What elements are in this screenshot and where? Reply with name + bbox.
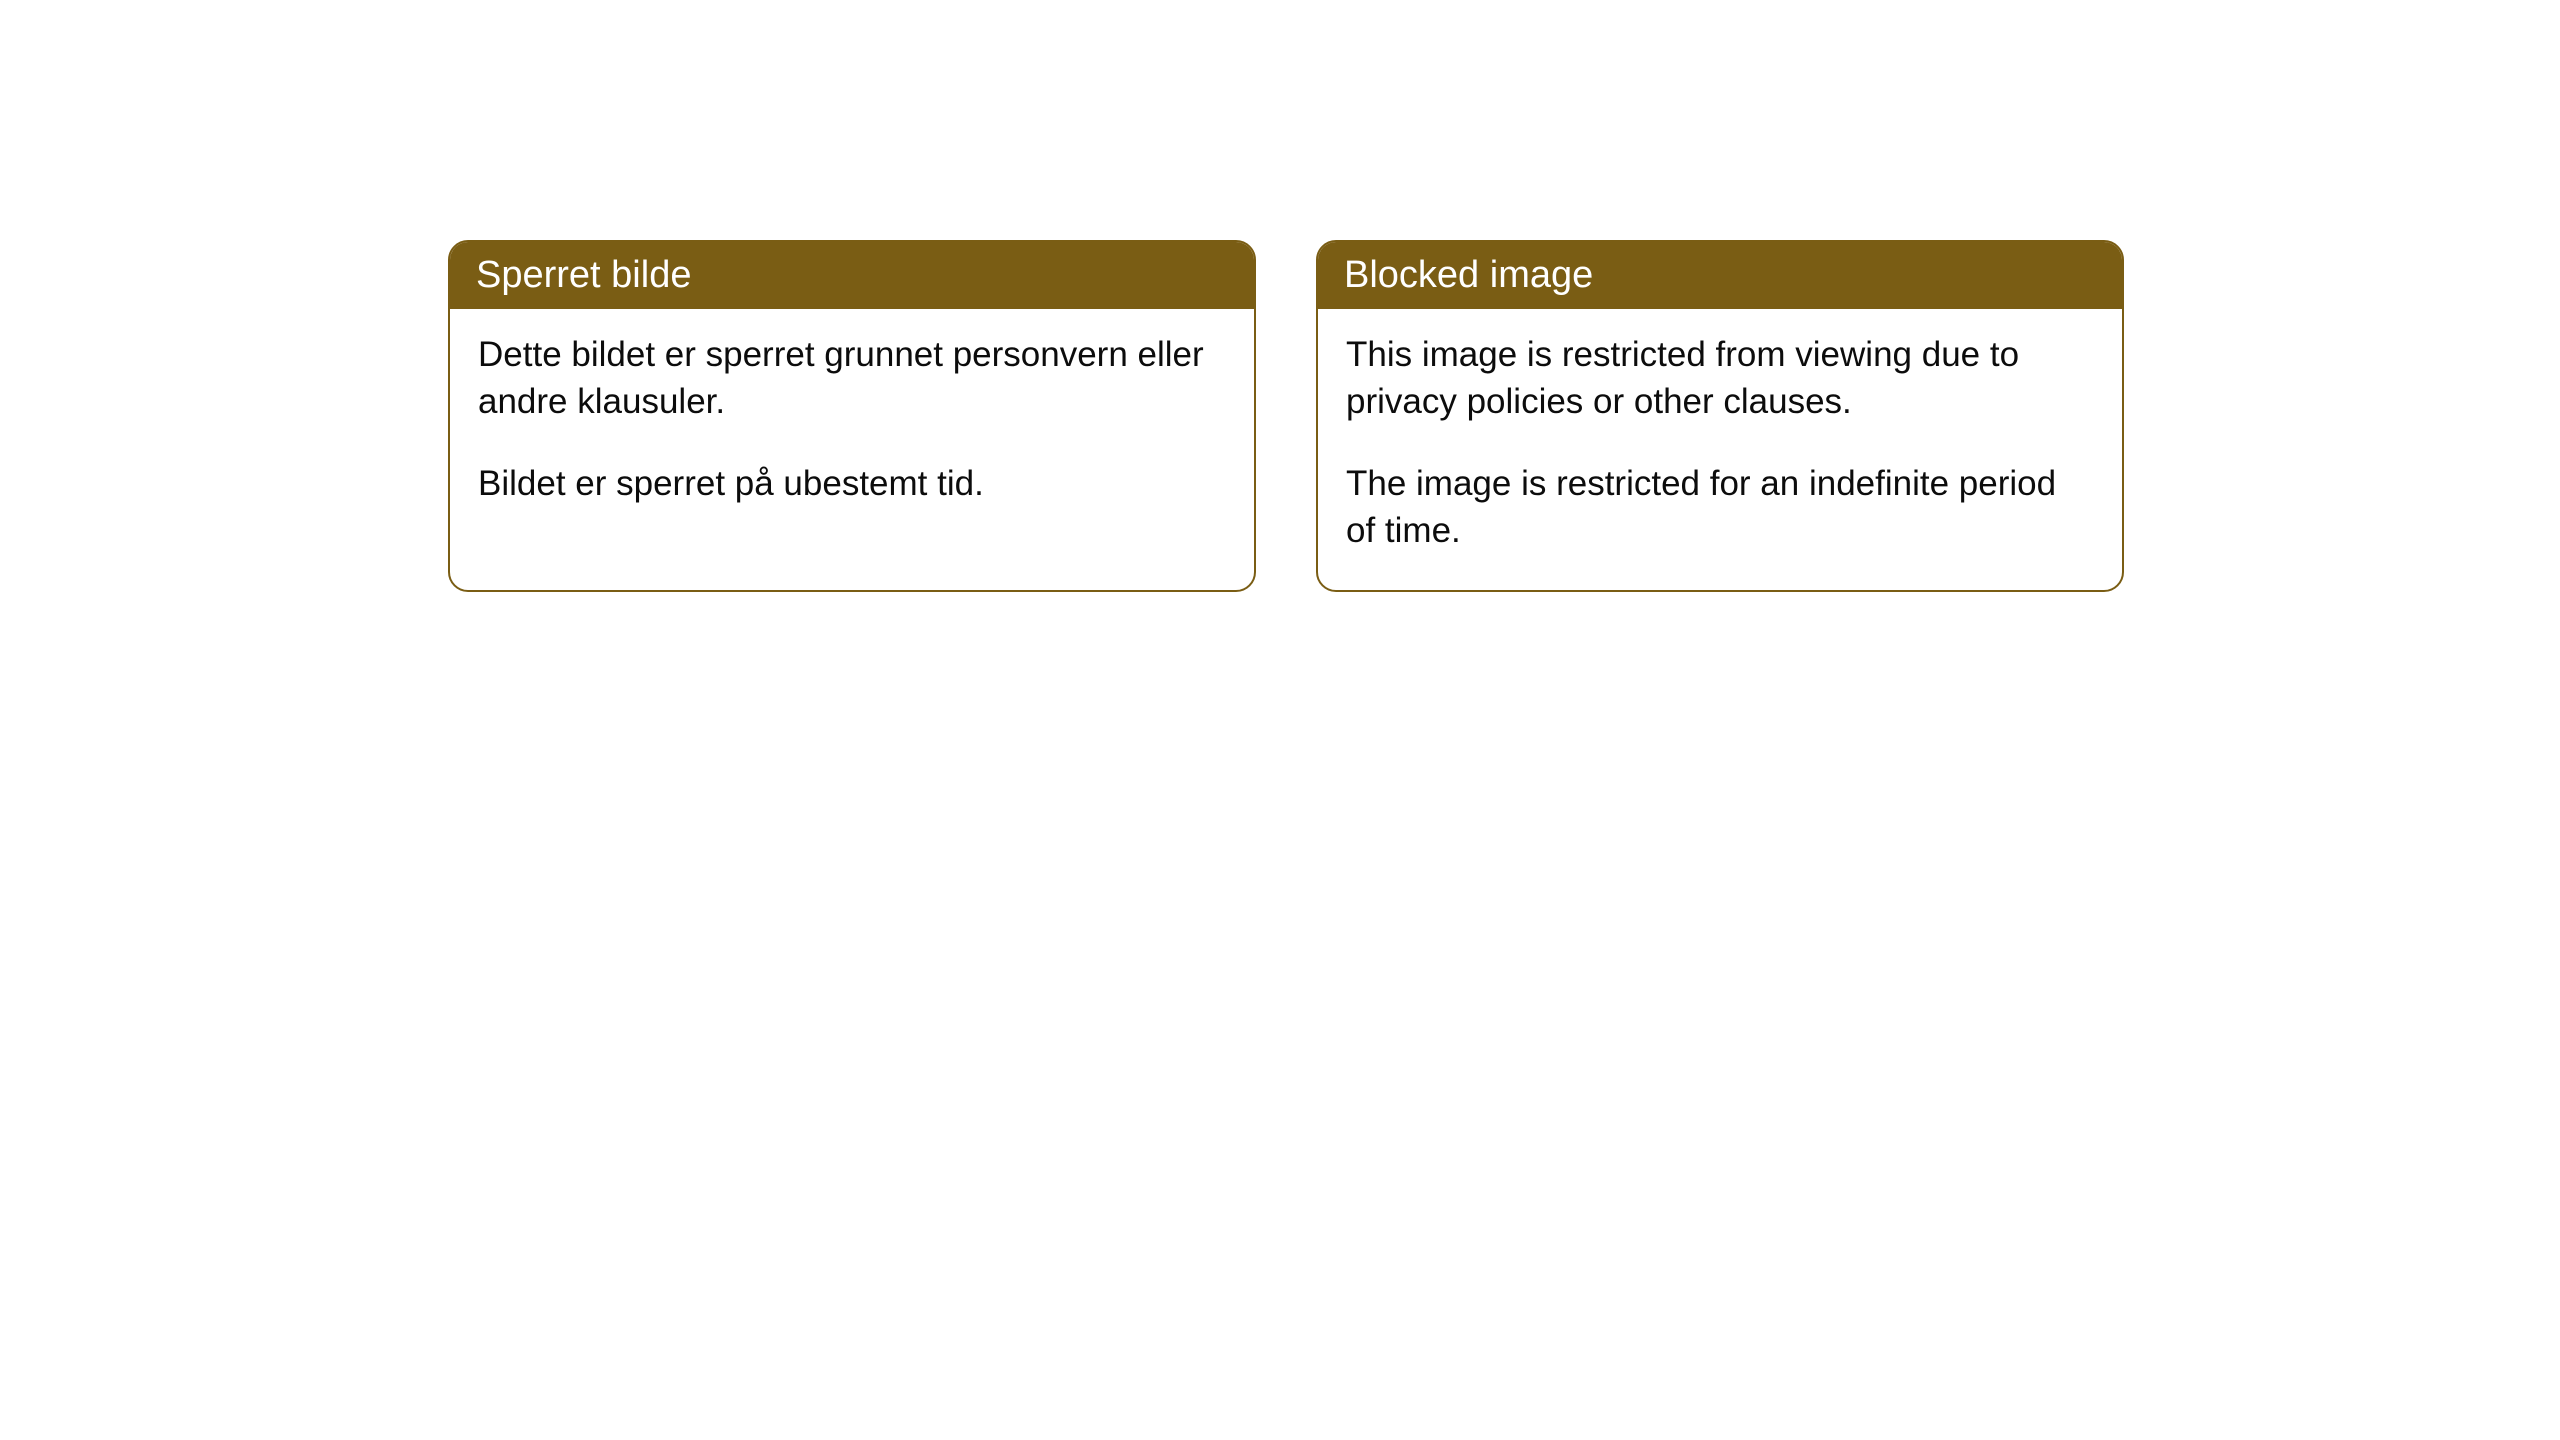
card-text-en-1: This image is restricted from viewing du… (1346, 331, 2094, 426)
card-text-no-2: Bildet er sperret på ubestemt tid. (478, 460, 1226, 507)
blocked-image-card-en: Blocked image This image is restricted f… (1316, 240, 2124, 592)
card-header-en: Blocked image (1318, 242, 2122, 309)
card-text-en-2: The image is restricted for an indefinit… (1346, 460, 2094, 555)
notice-container: Sperret bilde Dette bildet er sperret gr… (0, 0, 2560, 592)
blocked-image-card-no: Sperret bilde Dette bildet er sperret gr… (448, 240, 1256, 592)
card-body-en: This image is restricted from viewing du… (1318, 309, 2122, 590)
card-body-no: Dette bildet er sperret grunnet personve… (450, 309, 1254, 543)
card-header-no: Sperret bilde (450, 242, 1254, 309)
card-text-no-1: Dette bildet er sperret grunnet personve… (478, 331, 1226, 426)
